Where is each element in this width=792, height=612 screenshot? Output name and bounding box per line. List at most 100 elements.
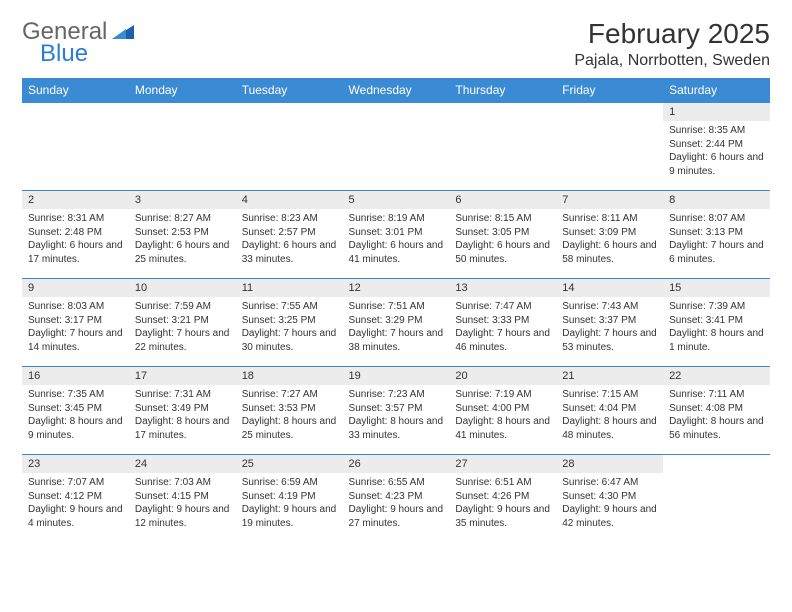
calendar-cell: 17Sunrise: 7:31 AMSunset: 3:49 PMDayligh… xyxy=(129,367,236,455)
day-number: 27 xyxy=(449,455,556,473)
sunset-line: Sunset: 3:05 PM xyxy=(455,226,550,240)
calendar-cell: 10Sunrise: 7:59 AMSunset: 3:21 PMDayligh… xyxy=(129,279,236,367)
day-content: Sunrise: 7:31 AMSunset: 3:49 PMDaylight:… xyxy=(129,385,236,445)
calendar-cell: 28Sunrise: 6:47 AMSunset: 4:30 PMDayligh… xyxy=(556,455,663,543)
daylight-line: Daylight: 8 hours and 1 minute. xyxy=(669,327,764,354)
calendar-cell: 25Sunrise: 6:59 AMSunset: 4:19 PMDayligh… xyxy=(236,455,343,543)
day-content: Sunrise: 6:47 AMSunset: 4:30 PMDaylight:… xyxy=(556,473,663,533)
calendar-cell xyxy=(663,455,770,543)
daylight-line: Daylight: 9 hours and 19 minutes. xyxy=(242,503,337,530)
sunset-line: Sunset: 3:21 PM xyxy=(135,314,230,328)
day-content: Sunrise: 7:07 AMSunset: 4:12 PMDaylight:… xyxy=(22,473,129,533)
day-number: 12 xyxy=(343,279,450,297)
calendar-row: 9Sunrise: 8:03 AMSunset: 3:17 PMDaylight… xyxy=(22,279,770,367)
daylight-line: Daylight: 6 hours and 50 minutes. xyxy=(455,239,550,266)
daylight-line: Daylight: 6 hours and 9 minutes. xyxy=(669,151,764,178)
sunrise-line: Sunrise: 7:35 AM xyxy=(28,388,123,402)
logo-text-blue: Blue xyxy=(40,40,134,68)
calendar-row: 2Sunrise: 8:31 AMSunset: 2:48 PMDaylight… xyxy=(22,191,770,279)
calendar-cell: 1Sunrise: 8:35 AMSunset: 2:44 PMDaylight… xyxy=(663,103,770,191)
calendar-cell: 27Sunrise: 6:51 AMSunset: 4:26 PMDayligh… xyxy=(449,455,556,543)
day-number: 23 xyxy=(22,455,129,473)
calendar-cell: 14Sunrise: 7:43 AMSunset: 3:37 PMDayligh… xyxy=(556,279,663,367)
logo-triangle-icon xyxy=(112,23,134,44)
calendar-cell xyxy=(449,103,556,191)
day-number: 22 xyxy=(663,367,770,385)
calendar-cell: 2Sunrise: 8:31 AMSunset: 2:48 PMDaylight… xyxy=(22,191,129,279)
sunrise-line: Sunrise: 6:51 AM xyxy=(455,476,550,490)
day-number: 2 xyxy=(22,191,129,209)
daylight-line: Daylight: 9 hours and 35 minutes. xyxy=(455,503,550,530)
day-header: Tuesday xyxy=(236,78,343,103)
day-content: Sunrise: 8:35 AMSunset: 2:44 PMDaylight:… xyxy=(663,121,770,181)
calendar-cell: 11 Sunrise: 7:55 AMSunset: 3:25 PMDayligh… xyxy=(236,279,343,367)
calendar-cell xyxy=(129,103,236,191)
calendar-cell: 13Sunrise: 7:47 AMSunset: 3:33 PMDayligh… xyxy=(449,279,556,367)
sunrise-line: Sunrise: 8:03 AM xyxy=(28,300,123,314)
daylight-line: Daylight: 9 hours and 42 minutes. xyxy=(562,503,657,530)
calendar-cell: 24Sunrise: 7:03 AMSunset: 4:15 PMDayligh… xyxy=(129,455,236,543)
daylight-line: Daylight: 6 hours and 25 minutes. xyxy=(135,239,230,266)
day-number: 19 xyxy=(343,367,450,385)
calendar-cell xyxy=(22,103,129,191)
day-number: 26 xyxy=(343,455,450,473)
day-content: Sunrise: 8:03 AMSunset: 3:17 PMDaylight:… xyxy=(22,297,129,357)
calendar-cell: 19Sunrise: 7:23 AMSunset: 3:57 PMDayligh… xyxy=(343,367,450,455)
day-number: 18 xyxy=(236,367,343,385)
daylight-line: Daylight: 7 hours and 38 minutes. xyxy=(349,327,444,354)
sunset-line: Sunset: 3:41 PM xyxy=(669,314,764,328)
calendar-row: 23Sunrise: 7:07 AMSunset: 4:12 PMDayligh… xyxy=(22,455,770,543)
day-number: 14 xyxy=(556,279,663,297)
calendar-row: 1Sunrise: 8:35 AMSunset: 2:44 PMDaylight… xyxy=(22,103,770,191)
day-number: 5 xyxy=(343,191,450,209)
logo: General Blue xyxy=(22,18,134,68)
sunrise-line: Sunrise: 7:15 AM xyxy=(562,388,657,402)
sunrise-line: Sunrise: 8:23 AM xyxy=(242,212,337,226)
day-header: Saturday xyxy=(663,78,770,103)
calendar-cell: 4Sunrise: 8:23 AMSunset: 2:57 PMDaylight… xyxy=(236,191,343,279)
calendar-cell: 12Sunrise: 7:51 AMSunset: 3:29 PMDayligh… xyxy=(343,279,450,367)
daylight-line: Daylight: 8 hours and 17 minutes. xyxy=(135,415,230,442)
sunset-line: Sunset: 4:23 PM xyxy=(349,490,444,504)
title-block: February 2025 Pajala, Norrbotten, Sweden xyxy=(574,18,770,70)
day-header: Thursday xyxy=(449,78,556,103)
sunset-line: Sunset: 3:29 PM xyxy=(349,314,444,328)
day-number: 20 xyxy=(449,367,556,385)
sunrise-line: Sunrise: 7:55 AM xyxy=(242,300,337,314)
day-content: Sunrise: 7:51 AMSunset: 3:29 PMDaylight:… xyxy=(343,297,450,357)
sunrise-line: Sunrise: 7:51 AM xyxy=(349,300,444,314)
calendar-cell: 23Sunrise: 7:07 AMSunset: 4:12 PMDayligh… xyxy=(22,455,129,543)
day-header-row: Sunday Monday Tuesday Wednesday Thursday… xyxy=(22,78,770,103)
calendar-cell xyxy=(556,103,663,191)
calendar-cell xyxy=(236,103,343,191)
location-text: Pajala, Norrbotten, Sweden xyxy=(574,52,770,70)
day-header: Wednesday xyxy=(343,78,450,103)
day-content: Sunrise: 8:07 AMSunset: 3:13 PMDaylight:… xyxy=(663,209,770,269)
daylight-line: Daylight: 7 hours and 22 minutes. xyxy=(135,327,230,354)
sunset-line: Sunset: 4:08 PM xyxy=(669,402,764,416)
sunrise-line: Sunrise: 8:27 AM xyxy=(135,212,230,226)
day-number: 8 xyxy=(663,191,770,209)
day-content: Sunrise: 8:31 AMSunset: 2:48 PMDaylight:… xyxy=(22,209,129,269)
day-number: 6 xyxy=(449,191,556,209)
day-number: 7 xyxy=(556,191,663,209)
sunrise-line: Sunrise: 7:03 AM xyxy=(135,476,230,490)
day-number: 21 xyxy=(556,367,663,385)
sunset-line: Sunset: 3:25 PM xyxy=(242,314,337,328)
sunset-line: Sunset: 3:53 PM xyxy=(242,402,337,416)
calendar-cell: 3Sunrise: 8:27 AMSunset: 2:53 PMDaylight… xyxy=(129,191,236,279)
sunrise-line: Sunrise: 8:35 AM xyxy=(669,124,764,138)
calendar-cell xyxy=(343,103,450,191)
sunrise-line: Sunrise: 7:23 AM xyxy=(349,388,444,402)
sunset-line: Sunset: 2:53 PM xyxy=(135,226,230,240)
daylight-line: Daylight: 9 hours and 12 minutes. xyxy=(135,503,230,530)
sunrise-line: Sunrise: 7:43 AM xyxy=(562,300,657,314)
sunrise-line: Sunrise: 7:59 AM xyxy=(135,300,230,314)
sunrise-line: Sunrise: 8:31 AM xyxy=(28,212,123,226)
day-number: 17 xyxy=(129,367,236,385)
daylight-line: Daylight: 6 hours and 41 minutes. xyxy=(349,239,444,266)
daylight-line: Daylight: 7 hours and 30 minutes. xyxy=(242,327,337,354)
day-header: Monday xyxy=(129,78,236,103)
daylight-line: Daylight: 7 hours and 14 minutes. xyxy=(28,327,123,354)
day-number: 11 xyxy=(236,279,343,297)
